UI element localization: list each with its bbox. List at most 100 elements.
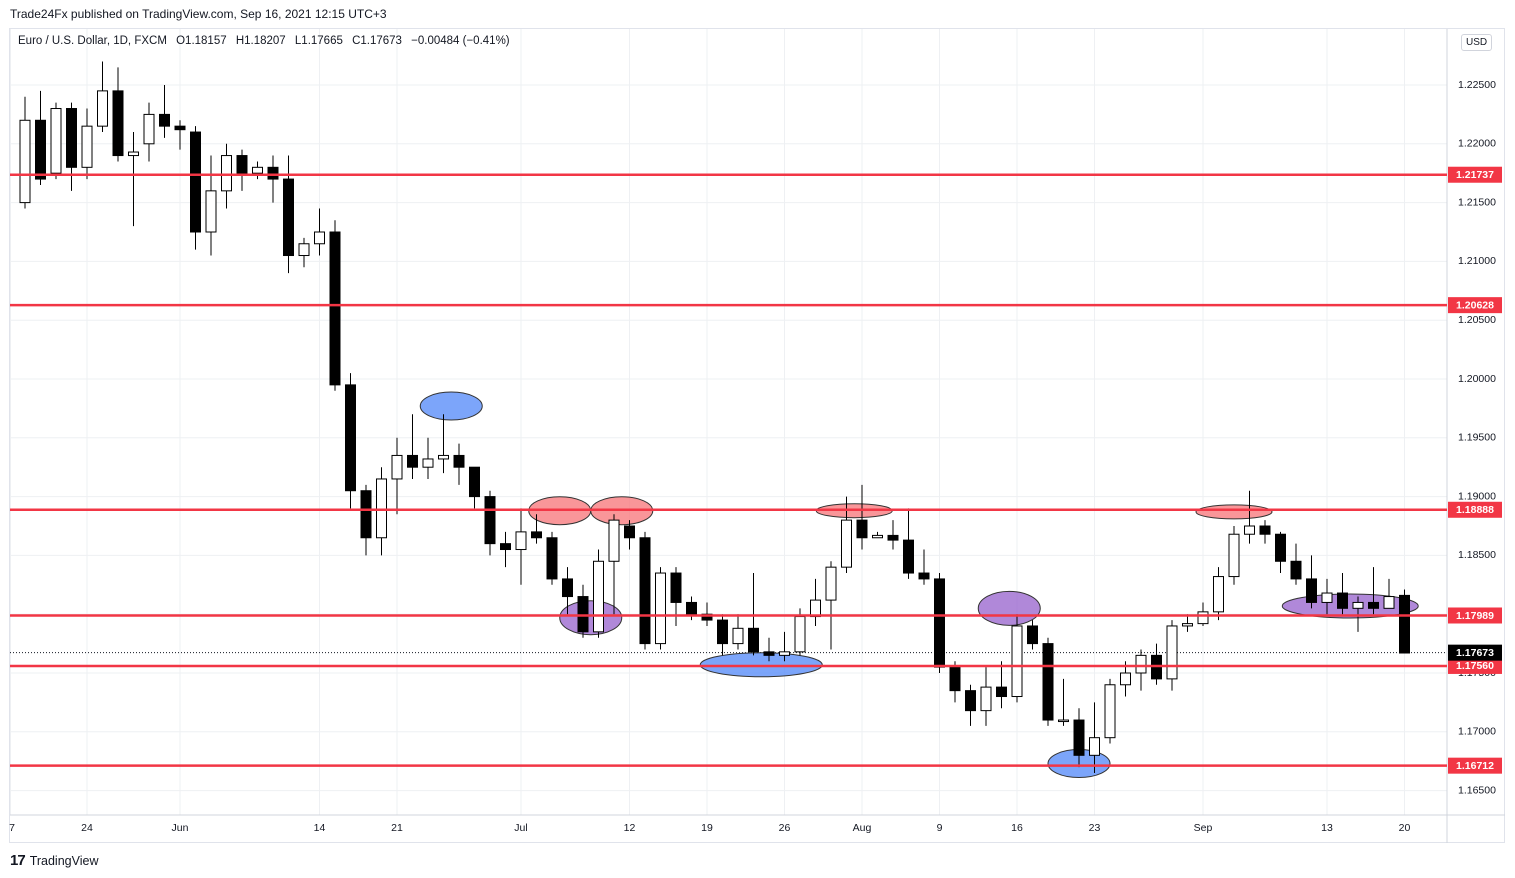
level-label: 1.21737: [1456, 169, 1494, 181]
candle-up: [980, 686, 992, 712]
candle-up: [1321, 592, 1333, 603]
x-tick-label: 12: [624, 822, 636, 834]
change-value: −0.00484 (−0.41%): [411, 35, 510, 47]
candle-up: [1104, 684, 1116, 739]
candle-down: [748, 627, 759, 653]
candle-up: [50, 108, 62, 174]
y-tick-label: 1.19000: [1458, 490, 1496, 502]
candle-down: [267, 166, 279, 180]
candle-down: [174, 125, 186, 131]
candle-up: [593, 560, 604, 633]
candle-down: [763, 651, 775, 656]
candle-up: [872, 534, 883, 539]
candle-down: [1259, 525, 1271, 535]
candle-down: [918, 572, 930, 580]
y-tick-label: 1.21500: [1458, 196, 1496, 208]
level-label-bg: [1448, 607, 1502, 624]
x-tick-label: 20: [1399, 822, 1411, 834]
x-tick-label: 13: [1321, 822, 1333, 834]
candle-up: [19, 119, 31, 204]
candle-down: [996, 686, 1007, 698]
level-label-bg: [1448, 166, 1502, 183]
candle-up: [205, 190, 217, 233]
candle-up: [128, 151, 139, 157]
candle-up: [1352, 601, 1364, 609]
support-zone: [419, 391, 483, 421]
candle-down: [469, 466, 480, 498]
last-price-label: 1.17673: [1456, 647, 1494, 659]
candle-down: [159, 113, 170, 127]
open-value: O1.18157: [176, 35, 227, 47]
y-tick-label: 1.19500: [1458, 432, 1496, 444]
pivot-zone: [559, 600, 623, 636]
symbol-legend: Euro / U.S. Dollar, 1D, FXCM O1.18157 H1…: [18, 35, 516, 47]
candle-down: [1399, 594, 1410, 654]
candle-down: [283, 178, 294, 257]
candle-down: [1337, 592, 1348, 609]
x-tick-label: 19: [701, 822, 713, 834]
pivot-zone: [977, 590, 1041, 626]
candle-down: [856, 519, 868, 539]
candle-up: [376, 478, 387, 539]
candle-down: [639, 537, 651, 645]
candle-down: [686, 601, 697, 615]
candle-down: [407, 454, 418, 468]
candle-up: [1213, 576, 1224, 613]
level-label: 1.17560: [1456, 660, 1494, 672]
candle-down: [701, 613, 713, 621]
x-tick-label: 21: [391, 822, 403, 834]
candle-down: [345, 384, 356, 492]
candle-down: [1073, 719, 1085, 756]
low-value: L1.17665: [294, 35, 343, 47]
candle-down: [1368, 601, 1379, 609]
candle-down: [453, 454, 465, 468]
candle-up: [1244, 525, 1255, 535]
candle-down: [236, 155, 248, 174]
candle-down: [531, 531, 542, 539]
candle-up: [608, 519, 620, 562]
candle-up: [1166, 625, 1178, 680]
candle-up: [794, 616, 806, 653]
candle-down: [360, 490, 372, 539]
candle-up: [1197, 611, 1209, 625]
candle-up: [1228, 533, 1240, 578]
candle-down: [949, 666, 961, 692]
symbol-name: Euro / U.S. Dollar, 1D, FXCM: [18, 35, 167, 47]
candle-up: [1135, 654, 1147, 674]
candle-up: [515, 531, 527, 551]
candle-down: [112, 90, 124, 157]
candle-down: [329, 231, 341, 386]
y-tick-label: 1.20000: [1458, 373, 1496, 385]
y-tick-label: 1.20500: [1458, 314, 1496, 326]
candle-up: [252, 166, 263, 174]
last-price-label-bg: [1448, 644, 1502, 661]
candle-up: [1182, 623, 1193, 627]
candle-up: [810, 599, 821, 618]
candle-down: [965, 690, 976, 712]
candle-down: [624, 525, 635, 539]
candle-up: [841, 519, 852, 568]
candle-up: [221, 155, 232, 192]
candle-down: [546, 537, 558, 580]
candle-up: [298, 243, 310, 257]
resistance-zone: [1195, 504, 1273, 520]
candle-down: [1290, 560, 1302, 580]
candle-up: [1089, 737, 1100, 756]
candle-down: [1306, 578, 1317, 603]
candle-up: [1383, 596, 1395, 609]
x-tick-label: 24: [81, 822, 93, 834]
level-label-bg: [1448, 657, 1502, 674]
candle-up: [1058, 719, 1069, 723]
candle-down: [903, 539, 914, 574]
candle-up: [1120, 672, 1131, 686]
candle-up: [391, 454, 403, 480]
candle-down: [1042, 643, 1054, 721]
y-tick-label: 1.16500: [1458, 784, 1496, 796]
y-tick-label: 1.22500: [1458, 79, 1496, 91]
currency-button[interactable]: USD: [1461, 34, 1493, 51]
x-tick-label: Jun: [172, 822, 189, 834]
level-label: 1.18888: [1456, 504, 1494, 516]
footer: 17 TradingView: [10, 852, 98, 869]
level-label-bg: [1448, 501, 1502, 518]
